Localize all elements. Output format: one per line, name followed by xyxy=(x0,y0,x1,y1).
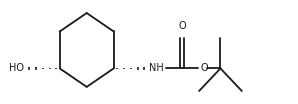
Text: HO: HO xyxy=(9,63,24,73)
Text: NH: NH xyxy=(149,63,164,73)
Text: O: O xyxy=(201,63,208,73)
Text: O: O xyxy=(178,22,186,32)
